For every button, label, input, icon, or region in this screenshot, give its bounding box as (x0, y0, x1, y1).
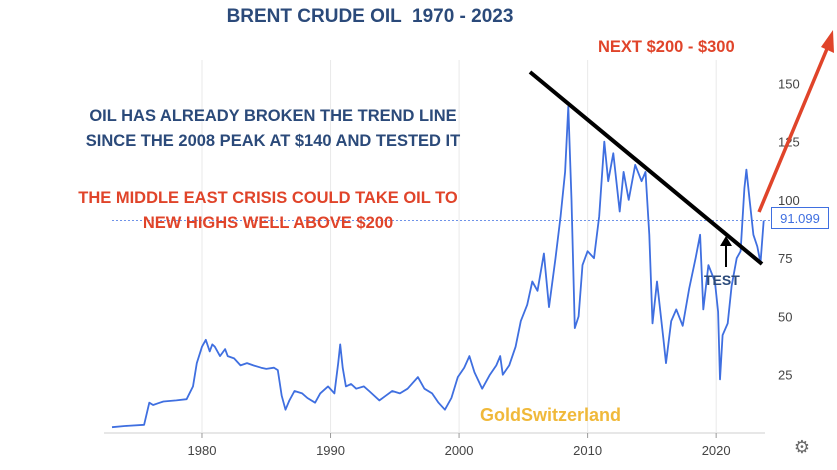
x-tick-label: 2010 (573, 443, 602, 458)
test-arrow-head (720, 236, 732, 246)
annotation-line: SINCE THE 2008 PEAK AT $140 AND TESTED I… (85, 132, 461, 150)
series-line (111, 105, 765, 429)
last-value-badge: 91.099 (771, 207, 829, 229)
projection-arrow-head (821, 30, 834, 53)
trendline-annotation: OIL HAS ALREADY BROKEN THE TREND LINE SI… (28, 104, 518, 154)
annotation-line: THE MIDDLE EAST CRISIS COULD TAKE OIL TO (78, 189, 458, 207)
middle-east-annotation: THE MIDDLE EAST CRISIS COULD TAKE OIL TO… (18, 186, 518, 236)
test-annotation: TEST (704, 272, 740, 288)
annotation-line: NEW HIGHS WELL ABOVE $200 (142, 214, 394, 232)
projection-arrow (757, 43, 831, 213)
gear-icon[interactable]: ⚙ (793, 437, 811, 458)
x-tick-label: 1980 (188, 443, 217, 458)
y-tick-label: 25 (778, 368, 792, 383)
x-tick-label: 2020 (702, 443, 731, 458)
annotation-line: OIL HAS ALREADY BROKEN THE TREND LINE (89, 107, 457, 125)
watermark: GoldSwitzerland (480, 405, 622, 425)
x-tick-label: 2000 (445, 443, 474, 458)
x-tick-label: 1990 (316, 443, 345, 458)
y-tick-label: 100 (778, 193, 800, 208)
trend-line (528, 70, 764, 266)
chart-title: BRENT CRUDE OIL 1970 - 2023 (226, 6, 514, 27)
y-tick-label: 150 (778, 76, 800, 91)
y-tick-label: 75 (778, 251, 792, 266)
y-tick-label: 50 (778, 309, 792, 324)
projection-annotation: NEXT $200 - $300 (598, 38, 735, 56)
x-axis-ticks: 1980 1990 2000 2010 2020 (188, 433, 731, 458)
